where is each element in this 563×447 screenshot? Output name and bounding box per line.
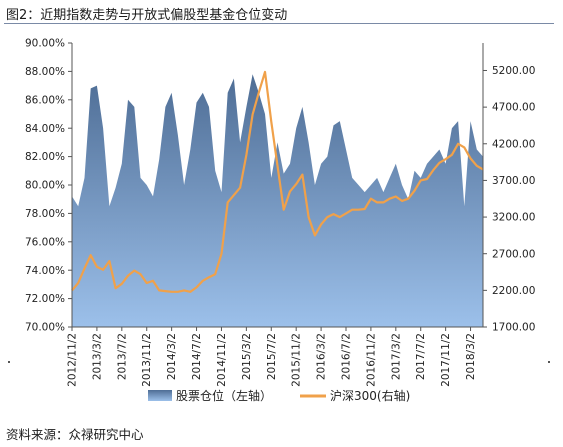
left-tick-label: 74.00% xyxy=(25,265,65,277)
title-rule xyxy=(4,23,554,24)
right-tick-label: 2200.00 xyxy=(492,285,535,297)
right-tick-label: 3200.00 xyxy=(492,212,535,224)
series-line-hs300 xyxy=(71,70,484,293)
left-tick-label: 84.00% xyxy=(25,123,65,135)
x-tick-label: 2017/3/2 xyxy=(390,333,402,380)
x-tick-label: 2017/7/2 xyxy=(415,333,427,380)
corner-dot-left xyxy=(8,361,10,363)
x-tick-label: 2014/3/2 xyxy=(166,333,178,380)
left-tick-label: 78.00% xyxy=(25,208,65,220)
corner-dot-right xyxy=(548,361,550,363)
x-tick-label: 2016/11/2 xyxy=(365,333,377,387)
x-tick-label: 2014/7/2 xyxy=(191,333,203,380)
legend-label-line: 沪深300(右轴) xyxy=(330,388,410,403)
x-tick-label: 2014/11/2 xyxy=(216,333,228,387)
legend-swatch-area xyxy=(148,390,172,401)
right-tick-label: 2700.00 xyxy=(492,248,535,260)
left-tick-label: 86.00% xyxy=(25,94,65,106)
x-tick-label: 2013/3/2 xyxy=(91,333,103,380)
left-tick-label: 90.00% xyxy=(25,38,65,50)
x-tick-label: 2013/11/2 xyxy=(141,333,153,387)
x-tick-label: 2012/11/2 xyxy=(67,333,79,387)
left-tick-label: 88.00% xyxy=(25,66,65,78)
left-tick-label: 72.00% xyxy=(25,293,65,305)
x-tick-label: 2018/3/2 xyxy=(465,333,477,380)
right-tick-label: 4200.00 xyxy=(492,138,535,150)
x-tick-label: 2017/11/2 xyxy=(440,333,452,387)
x-tick-label: 2015/3/2 xyxy=(241,333,253,380)
right-tick-label: 5200.00 xyxy=(492,65,535,77)
legend-label-area: 股票仓位（左轴） xyxy=(176,388,272,403)
figure-title: 图2：近期指数走势与开放式偏股型基金仓位变动 xyxy=(6,8,288,23)
left-tick-label: 82.00% xyxy=(25,151,65,163)
left-tick-label: 80.00% xyxy=(25,180,65,192)
left-tick-label: 70.00% xyxy=(25,322,65,334)
x-tick-label: 2013/7/2 xyxy=(116,333,128,380)
x-tick-label: 2015/7/2 xyxy=(266,333,278,380)
left-tick-label: 76.00% xyxy=(25,236,65,248)
right-tick-label: 1700.00 xyxy=(492,322,535,334)
x-tick-label: 2015/11/2 xyxy=(291,333,303,387)
source-note: 资料来源：众禄研究中心 xyxy=(6,427,144,442)
right-tick-label: 3700.00 xyxy=(492,175,535,187)
right-tick-label: 4700.00 xyxy=(492,102,535,114)
x-tick-label: 2016/3/2 xyxy=(316,333,328,380)
series-area-stock-position xyxy=(72,74,483,327)
x-tick-label: 2016/7/2 xyxy=(341,333,353,380)
